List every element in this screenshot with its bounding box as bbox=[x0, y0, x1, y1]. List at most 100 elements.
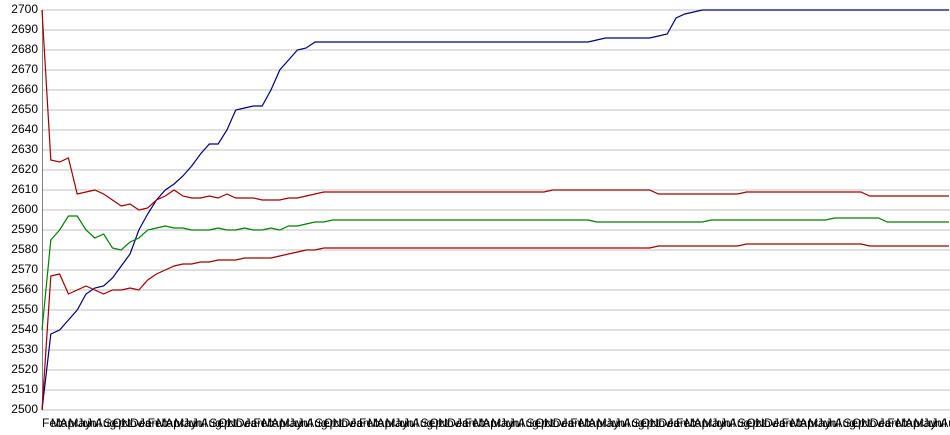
x-tick-label: Dec bbox=[658, 416, 679, 430]
y-tick-label: 2630 bbox=[11, 142, 38, 156]
x-tick-label: Apr bbox=[165, 416, 184, 430]
x-tick-label: Nov bbox=[227, 416, 248, 430]
x-tick-label: May bbox=[808, 416, 831, 430]
x-tick-label: Jun bbox=[183, 416, 202, 430]
y-tick-label: 2640 bbox=[11, 122, 38, 136]
y-tick-label: 2550 bbox=[11, 302, 38, 316]
x-tick-label: Dec bbox=[870, 416, 891, 430]
x-tick-label: Nov bbox=[333, 416, 354, 430]
y-tick-label: 2610 bbox=[11, 182, 38, 196]
y-tick-label: 2620 bbox=[11, 162, 38, 176]
x-tick-label: Jun bbox=[711, 416, 730, 430]
x-tick-label: Mar bbox=[473, 416, 494, 430]
x-tick-label: Jan bbox=[139, 416, 158, 430]
x-tick-label: Aug bbox=[835, 416, 856, 430]
x-tick-label: Jan bbox=[456, 416, 475, 430]
x-tick-label: Sep bbox=[843, 416, 865, 430]
x-tick-label: Jun bbox=[500, 416, 519, 430]
x-tick-label: Aug bbox=[729, 416, 750, 430]
x-tick-label: Jun bbox=[923, 416, 942, 430]
x-tick-label: Jul bbox=[86, 416, 101, 430]
y-tick-label: 2580 bbox=[11, 242, 38, 256]
x-tick-label: Mar bbox=[51, 416, 72, 430]
x-tick-label: Oct bbox=[112, 416, 131, 430]
x-tick-label: Feb bbox=[887, 416, 908, 430]
x-tick-label: Aug bbox=[95, 416, 116, 430]
x-tick-label: Mar bbox=[790, 416, 811, 430]
x-tick-label: Jun bbox=[817, 416, 836, 430]
x-tick-label: Aug bbox=[940, 416, 950, 430]
x-tick-label: Jan bbox=[350, 416, 369, 430]
x-tick-label: Sep bbox=[104, 416, 126, 430]
x-tick-label: Aug bbox=[623, 416, 644, 430]
x-tick-label: Aug bbox=[201, 416, 222, 430]
x-tick-label: May bbox=[914, 416, 937, 430]
x-tick-label: Apr bbox=[482, 416, 501, 430]
x-tick-label: Feb bbox=[570, 416, 591, 430]
x-tick-label: Aug bbox=[412, 416, 433, 430]
x-tick-label: Jul bbox=[403, 416, 418, 430]
x-tick-label: Apr bbox=[799, 416, 818, 430]
x-tick-label: Nov bbox=[861, 416, 882, 430]
y-tick-label: 2510 bbox=[11, 382, 38, 396]
x-tick-label: Feb bbox=[148, 416, 169, 430]
x-tick-label: Sep bbox=[632, 416, 654, 430]
y-tick-label: 2670 bbox=[11, 62, 38, 76]
x-tick-label: Jun bbox=[394, 416, 413, 430]
x-tick-label: Nov bbox=[755, 416, 776, 430]
x-tick-label: Feb bbox=[465, 416, 486, 430]
x-tick-label: Dec bbox=[130, 416, 151, 430]
x-tick-label: Feb bbox=[359, 416, 380, 430]
x-tick-label: Aug bbox=[518, 416, 539, 430]
x-tick-label: Oct bbox=[429, 416, 448, 430]
x-tick-label: Oct bbox=[324, 416, 343, 430]
x-tick-label: Dec bbox=[236, 416, 257, 430]
x-tick-label: Feb bbox=[676, 416, 697, 430]
x-tick-label: Nov bbox=[121, 416, 142, 430]
x-tick-label: Mar bbox=[579, 416, 600, 430]
x-tick-label: Oct bbox=[218, 416, 237, 430]
x-tick-label: Jan bbox=[879, 416, 898, 430]
y-tick-label: 2690 bbox=[11, 22, 38, 36]
x-tick-label: Jul bbox=[931, 416, 946, 430]
x-tick-label: Sep bbox=[738, 416, 760, 430]
x-tick-label: Jan bbox=[562, 416, 581, 430]
x-tick-label: May bbox=[702, 416, 725, 430]
x-tick-label: Jul bbox=[614, 416, 629, 430]
x-tick-label: Sep bbox=[315, 416, 337, 430]
x-tick-label: Oct bbox=[746, 416, 765, 430]
x-tick-label: Jul bbox=[509, 416, 524, 430]
x-tick-label: Sep bbox=[421, 416, 443, 430]
x-tick-label: Jul bbox=[297, 416, 312, 430]
series-line bbox=[41, 9, 949, 211]
x-tick-label: May bbox=[491, 416, 514, 430]
x-tick-label: Dec bbox=[764, 416, 785, 430]
series-line bbox=[41, 9, 949, 411]
x-tick-label: Aug bbox=[306, 416, 327, 430]
x-tick-label: Oct bbox=[535, 416, 554, 430]
x-tick-label: Dec bbox=[341, 416, 362, 430]
x-tick-label: Apr bbox=[271, 416, 290, 430]
y-tick-label: 2650 bbox=[11, 102, 38, 116]
y-tick-label: 2560 bbox=[11, 282, 38, 296]
series-line bbox=[41, 243, 949, 411]
x-tick-label: May bbox=[385, 416, 408, 430]
y-tick-label: 2570 bbox=[11, 262, 38, 276]
x-tick-label: Nov bbox=[650, 416, 671, 430]
x-tick-label: Mar bbox=[685, 416, 706, 430]
x-tick-label: Jun bbox=[77, 416, 96, 430]
x-tick-label: Apr bbox=[905, 416, 924, 430]
x-tick-label: Mar bbox=[896, 416, 917, 430]
x-tick-label: Feb bbox=[253, 416, 274, 430]
x-tick-label: Dec bbox=[447, 416, 468, 430]
x-tick-label: Mar bbox=[262, 416, 283, 430]
x-tick-label: Jul bbox=[720, 416, 735, 430]
x-tick-label: Oct bbox=[641, 416, 660, 430]
x-tick-label: Mar bbox=[156, 416, 177, 430]
x-tick-label: Dec bbox=[553, 416, 574, 430]
x-tick-label: May bbox=[280, 416, 303, 430]
y-tick-label: 2520 bbox=[11, 362, 38, 376]
x-tick-label: Apr bbox=[377, 416, 396, 430]
y-tick-label: 2540 bbox=[11, 322, 38, 336]
